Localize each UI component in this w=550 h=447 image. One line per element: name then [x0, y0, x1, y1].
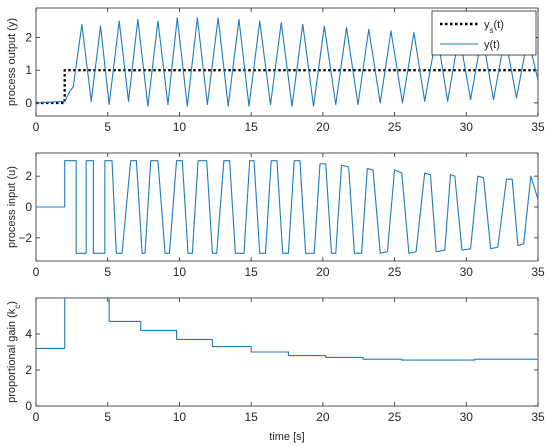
- y-axis-label: process input (u): [6, 166, 18, 248]
- x-tick-label: 25: [388, 410, 402, 424]
- series-group: [36, 160, 538, 254]
- x-tick-label: 0: [33, 410, 40, 424]
- y-axis-label: process output (y): [6, 18, 18, 106]
- x-tick-label: 30: [460, 265, 474, 279]
- x-tick-label: 10: [173, 410, 187, 424]
- y-tick-label: 4: [25, 327, 32, 341]
- series-line-kc(t): [36, 298, 538, 361]
- series-line-u(t): [36, 160, 538, 254]
- x-tick-label: 0: [33, 120, 40, 134]
- x-tick-label: 15: [244, 410, 258, 424]
- y-tick-label: 2: [25, 363, 32, 377]
- legend-entry: y(t): [484, 39, 500, 51]
- y-axis-label: proportional gain (kc): [6, 301, 22, 403]
- x-tick-label: 10: [173, 120, 187, 134]
- series-line-y(t): [36, 17, 538, 107]
- panel-2: 0 5 10 15 20 25 30 35 −2 0 2 process input (u): [6, 152, 545, 279]
- series-group: [36, 298, 538, 361]
- y-tick-label: 2: [25, 30, 32, 44]
- x-tick-label: 25: [388, 265, 402, 279]
- x-axis-label: time [s]: [269, 431, 304, 443]
- x-tick-label: 15: [244, 120, 258, 134]
- plot-frame: [35, 297, 539, 407]
- y-tick-label: 0: [25, 96, 32, 110]
- y-tick-label: 2: [25, 169, 32, 183]
- x-tick-label: 20: [316, 120, 330, 134]
- x-tick-label: 5: [104, 265, 111, 279]
- y-tick-label: −2: [18, 231, 32, 245]
- y-tick-label: 1: [25, 63, 32, 77]
- legend: ys(t) y(t): [431, 10, 537, 56]
- x-tick-label: 35: [531, 120, 545, 134]
- plot-frame: [35, 152, 539, 262]
- series-group: [36, 17, 538, 107]
- panel-1: 0 5 10 15 20 25 30 35 0 1 2 process output (y) ys(t)…: [6, 7, 545, 134]
- x-tick-label: 30: [460, 120, 474, 134]
- x-tick-label: 20: [316, 265, 330, 279]
- x-tick-label: 10: [173, 265, 187, 279]
- x-tick-label: 5: [104, 410, 111, 424]
- x-tick-label: 35: [531, 265, 545, 279]
- y-tick-label: 0: [25, 200, 32, 214]
- x-tick-label: 25: [388, 120, 402, 134]
- plot-frame: [35, 7, 539, 117]
- x-tick-label: 35: [531, 410, 545, 424]
- x-tick-label: 5: [104, 120, 111, 134]
- legend-entry: ys(t): [484, 19, 504, 35]
- x-tick-label: 0: [33, 265, 40, 279]
- legend-box: [431, 10, 537, 56]
- y-tick-label: 0: [25, 399, 32, 413]
- x-tick-label: 20: [316, 410, 330, 424]
- x-tick-label: 15: [244, 265, 258, 279]
- x-tick-label: 30: [460, 410, 474, 424]
- series-line-ys(t): [36, 68, 538, 105]
